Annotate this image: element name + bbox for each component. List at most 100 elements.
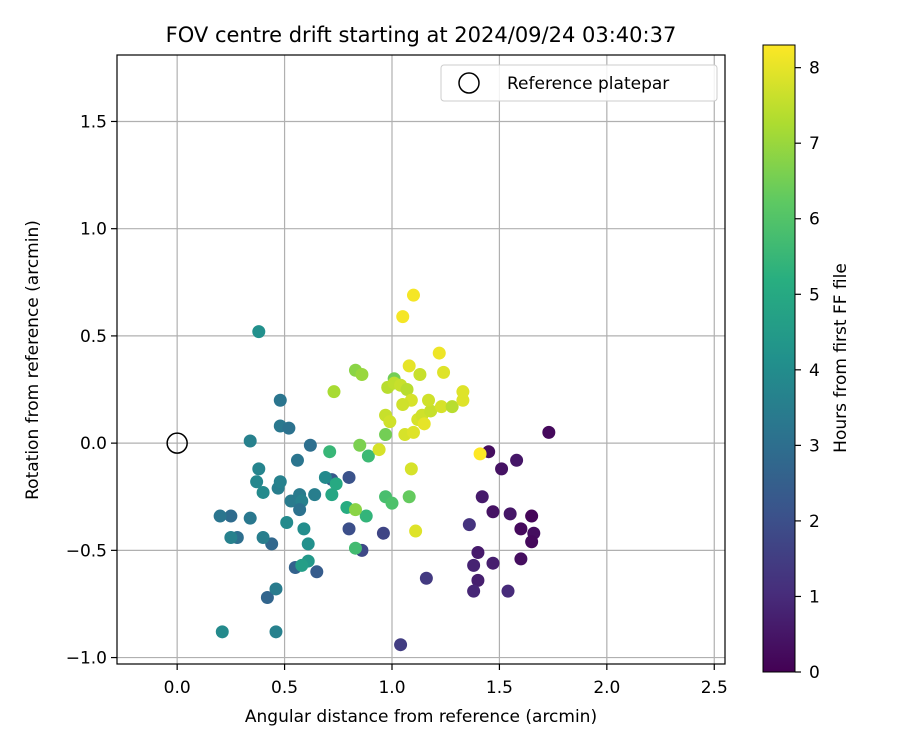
y-axis-ticks: −1.0 −0.5 0.0 0.5 1.0 1.5 — [66, 112, 117, 669]
data-point — [422, 393, 436, 407]
colorbar: 0 1 2 3 4 5 6 7 8 Hours from first FF file — [762, 44, 851, 683]
data-point — [514, 552, 528, 566]
data-point — [353, 438, 367, 452]
data-point — [413, 368, 427, 382]
colorbar-tick-label: 8 — [809, 59, 820, 79]
data-point — [256, 530, 270, 544]
data-point — [342, 470, 356, 484]
data-point — [486, 556, 500, 570]
data-point — [269, 582, 283, 596]
data-point — [471, 545, 485, 559]
colorbar-tick-label: 6 — [809, 210, 820, 230]
colorbar-tick-label: 0 — [809, 663, 820, 683]
data-point — [525, 509, 539, 523]
data-point — [406, 288, 420, 302]
data-point — [400, 383, 414, 397]
data-point — [243, 434, 257, 448]
colorbar-tick-label: 7 — [809, 134, 820, 154]
x-tick-label: 1.0 — [378, 678, 405, 698]
data-point — [417, 417, 431, 431]
x-axis-ticks: 0.0 0.5 1.0 1.5 2.0 2.5 — [164, 664, 728, 698]
data-point — [434, 400, 448, 414]
y-tick-label: −1.0 — [66, 649, 107, 669]
data-point — [406, 425, 420, 439]
colorbar-tick-label: 4 — [809, 361, 820, 381]
y-tick-label: 1.5 — [80, 112, 107, 132]
data-point — [372, 443, 386, 457]
data-point — [404, 462, 418, 476]
legend: Reference platepar — [440, 64, 718, 102]
data-point — [323, 445, 337, 459]
reference-platepar-marker — [166, 432, 188, 454]
data-point — [471, 573, 485, 587]
data-point — [542, 425, 556, 439]
x-gridlines — [176, 55, 715, 664]
data-point — [282, 421, 296, 435]
data-point — [355, 368, 369, 382]
chart-title: FOV centre drift starting at 2024/09/24 … — [166, 23, 677, 47]
data-point — [486, 505, 500, 519]
data-point — [501, 584, 515, 598]
x-tick-label: 0.5 — [271, 678, 298, 698]
plot-frame — [116, 54, 726, 665]
data-point — [310, 565, 324, 579]
y-tick-label: 0.5 — [80, 327, 107, 347]
data-point — [467, 558, 481, 572]
data-point — [243, 511, 257, 525]
colorbar-ticks: 0 1 2 3 4 5 6 7 8 — [795, 59, 820, 683]
colorbar-gradient — [762, 44, 796, 673]
data-point — [215, 625, 229, 639]
data-points — [213, 288, 556, 652]
data-point — [250, 475, 264, 489]
x-tick-label: 2.5 — [701, 678, 728, 698]
data-point — [445, 400, 459, 414]
data-point — [325, 488, 339, 502]
data-point — [348, 541, 362, 555]
data-point — [424, 404, 438, 418]
data-point — [402, 490, 416, 504]
data-point — [280, 515, 294, 529]
data-point — [293, 503, 307, 517]
data-point — [376, 526, 390, 540]
colorbar-tick-label: 5 — [809, 285, 820, 305]
data-point — [252, 325, 266, 339]
y-axis-label: Rotation from reference (arcmin) — [23, 220, 43, 500]
data-point — [510, 453, 524, 467]
data-point — [260, 591, 274, 605]
data-point — [361, 449, 375, 463]
data-point — [437, 365, 451, 379]
x-axis-label: Angular distance from reference (arcmin) — [245, 707, 597, 727]
data-point — [462, 518, 476, 532]
data-point — [396, 398, 410, 412]
data-point — [329, 477, 343, 491]
colorbar-label: Hours from first FF file — [831, 263, 851, 453]
data-point — [318, 470, 332, 484]
data-point — [308, 488, 322, 502]
data-point — [475, 490, 489, 504]
data-point — [379, 428, 393, 442]
y-gridlines — [117, 120, 725, 659]
data-point — [256, 485, 270, 499]
data-point — [432, 346, 446, 360]
data-point — [301, 537, 315, 551]
data-point — [224, 509, 238, 523]
data-point — [213, 509, 227, 523]
data-point — [273, 475, 287, 489]
x-tick-label: 1.5 — [486, 678, 513, 698]
y-tick-label: −0.5 — [66, 541, 107, 561]
legend-marker-icon — [458, 72, 480, 94]
legend-label: Reference platepar — [507, 74, 669, 94]
data-point — [290, 453, 304, 467]
data-point — [359, 509, 373, 523]
data-point — [269, 625, 283, 639]
data-point — [385, 496, 399, 510]
y-tick-label: 0.0 — [80, 434, 107, 454]
data-point — [383, 415, 397, 429]
data-point — [402, 359, 416, 373]
data-point — [396, 310, 410, 324]
data-point — [348, 503, 362, 517]
data-point — [473, 447, 487, 461]
legend-box — [440, 64, 718, 102]
data-point — [503, 507, 517, 521]
